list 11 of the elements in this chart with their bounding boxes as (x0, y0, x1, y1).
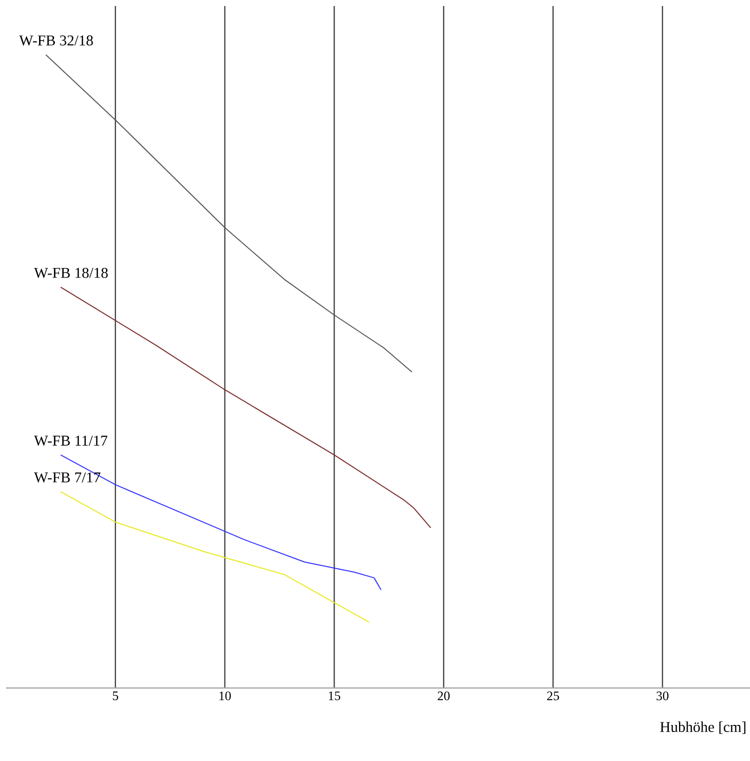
series-label: W-FB 7/17 (34, 472, 100, 483)
x-tick-label: 5 (112, 692, 118, 700)
x-tick-label: 15 (328, 692, 340, 700)
x-tick-label: 10 (219, 692, 231, 700)
x-tick-label: 25 (547, 692, 560, 700)
series-label: W-FB 32/18 (19, 35, 93, 46)
x-axis-title: Hubhöhe [cm] (660, 722, 746, 734)
series-label: W-FB 18/18 (34, 268, 108, 278)
x-tick-label: 20 (438, 692, 450, 700)
x-tick-label: 30 (656, 692, 668, 700)
series-label: W-FB 11/17 (34, 436, 108, 446)
